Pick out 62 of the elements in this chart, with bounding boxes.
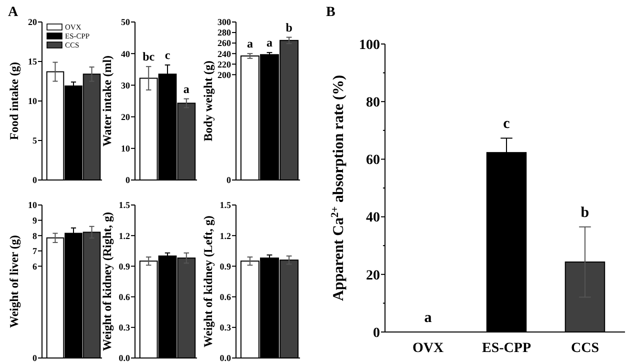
y-tick-label: 10 bbox=[28, 96, 38, 106]
y-axis-title: Food intake (g) bbox=[7, 62, 21, 140]
y-tick-label: 8 bbox=[32, 230, 38, 241]
y-tick-label: 200 bbox=[218, 70, 232, 80]
y-axis-title: Water intake (ml) bbox=[100, 55, 114, 147]
y-tick-label: 220 bbox=[218, 59, 232, 70]
y-tick-label: 9 bbox=[32, 215, 38, 226]
y-tick-label: 0.0 bbox=[118, 353, 130, 364]
y-tick-label: 20 bbox=[28, 17, 38, 28]
annotation: c bbox=[164, 48, 171, 62]
annotation: a bbox=[266, 36, 272, 50]
annotation: b bbox=[580, 204, 590, 221]
y-tick-label: 0.3 bbox=[220, 322, 232, 333]
y-tick-label: 0 bbox=[226, 175, 232, 186]
y-tick-label: 30 bbox=[121, 80, 130, 90]
y-axis-title: Weight of liver (g) bbox=[7, 235, 21, 328]
y-tick-label: 60 bbox=[366, 153, 380, 168]
y-tick-label: 80 bbox=[366, 96, 380, 110]
y-tick-label: 0.0 bbox=[220, 353, 232, 364]
y-tick-label: 40 bbox=[121, 48, 130, 59]
y-tick-label: 280 bbox=[218, 28, 232, 38]
annotation: a bbox=[246, 36, 253, 51]
y-tick-label: 10 bbox=[28, 200, 38, 210]
y-tick-label: 50 bbox=[121, 17, 130, 28]
annotation: c bbox=[503, 116, 510, 132]
y-tick-label: 1.5 bbox=[220, 200, 232, 210]
x-tick-label: CCS bbox=[570, 341, 600, 356]
y-tick-label: 1.2 bbox=[118, 230, 130, 241]
x-tick-label: OVX bbox=[412, 341, 444, 356]
y-tick-label: 240 bbox=[218, 48, 232, 59]
y-tick-label: 15 bbox=[28, 56, 38, 67]
annotation: b bbox=[286, 20, 293, 34]
y-tick-label: 0.6 bbox=[220, 292, 232, 302]
annotation: bc bbox=[142, 50, 156, 64]
annotation: a bbox=[183, 82, 190, 96]
y-tick-label: 0 bbox=[32, 353, 38, 364]
chart-title: A bbox=[8, 5, 19, 20]
y-tick-label: 100 bbox=[359, 38, 380, 53]
y-tick-label: 0 bbox=[32, 175, 38, 186]
y-tick-label: 0 bbox=[126, 175, 130, 186]
chart-title: B bbox=[326, 5, 336, 20]
y-tick-label: 260 bbox=[218, 38, 232, 48]
y-tick-label: 40 bbox=[366, 210, 380, 226]
x-tick-label: ES-CPP bbox=[482, 341, 532, 356]
y-tick-label: 1.5 bbox=[118, 200, 130, 210]
y-tick-label: 1.2 bbox=[220, 230, 232, 241]
y-tick-label: 6 bbox=[32, 261, 38, 272]
y-axis-title: Body weight (g) bbox=[201, 60, 215, 142]
y-tick-label: 0.9 bbox=[118, 261, 130, 272]
y-tick-label: 10 bbox=[121, 144, 130, 154]
y-tick-label: 0.3 bbox=[118, 322, 130, 333]
y-axis-title: Weight of kidney (Right, g) bbox=[100, 212, 114, 352]
y-tick-label: 5 bbox=[32, 136, 38, 146]
y-axis-title: Weight of kidney (Left, g) bbox=[201, 216, 215, 348]
y-tick-label: 0.9 bbox=[220, 261, 232, 272]
y-tick-label: 300 bbox=[218, 17, 232, 28]
annotation: a bbox=[424, 310, 432, 326]
y-tick-label: 20 bbox=[121, 112, 130, 122]
y-tick-label: 0 bbox=[373, 326, 380, 341]
y-tick-label: 7 bbox=[32, 246, 38, 256]
y-tick-label: 20 bbox=[366, 268, 380, 284]
y-tick-label: 0.6 bbox=[118, 292, 130, 302]
